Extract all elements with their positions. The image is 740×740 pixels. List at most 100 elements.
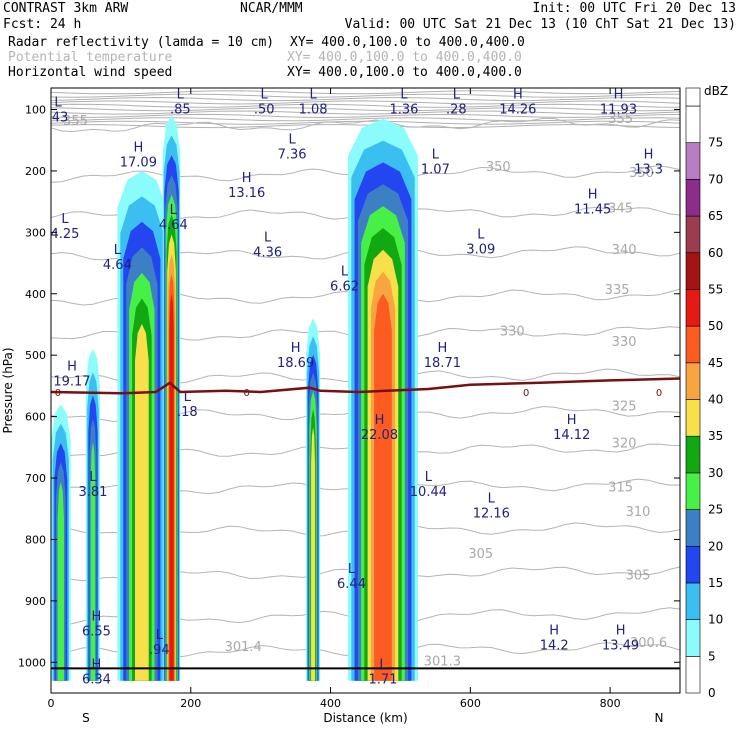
- wind-extremum-type: H: [92, 610, 102, 625]
- wind-extremum-value: 14.26: [499, 102, 536, 117]
- y-tick-label: 1000: [18, 656, 46, 669]
- wind-extremum-type: L: [488, 492, 496, 507]
- wind-extremum-type: L: [477, 227, 485, 242]
- colorbar-swatch: [685, 545, 701, 584]
- theta-label: 305: [468, 547, 493, 562]
- theta-label: 350: [486, 160, 511, 175]
- theta-contour-upper: [51, 110, 680, 115]
- theta-contour: [51, 117, 680, 133]
- x-tick-label: 200: [180, 697, 201, 710]
- wind-extremum-type: H: [588, 188, 598, 203]
- y-tick-label: 800: [25, 533, 46, 546]
- theta-contour-upper: [51, 90, 680, 95]
- wind-extremum-type: H: [92, 657, 102, 672]
- wind-extremum-value: 1.08: [299, 102, 328, 117]
- wind-extremum-value: 13.16: [228, 186, 265, 201]
- wind-extremum-value: 1.71: [368, 672, 397, 687]
- colorbar-label: 20: [708, 539, 723, 553]
- theta-label: 335: [605, 283, 630, 298]
- colorbar-label: 5: [708, 649, 716, 663]
- field2-xy: XY= 400.0,100.0 to 400.0,400.0: [287, 50, 522, 65]
- wind-extremum-type: L: [264, 231, 272, 246]
- field3-name: Horizontal wind speed: [8, 65, 173, 80]
- freezing-line-label: 0: [55, 388, 61, 399]
- wind-extremum-value: .28: [446, 102, 467, 117]
- wind-extremum-type: L: [379, 657, 387, 672]
- reflectivity-band: [311, 427, 315, 681]
- freezing-line-label: 0: [523, 388, 529, 399]
- reflectivity-band: [169, 293, 174, 681]
- theta-label: 340: [612, 243, 637, 258]
- wind-extremum-value: 18.69: [277, 356, 314, 371]
- wind-extremum-type: L: [453, 87, 461, 102]
- theta-contour-upper: [51, 100, 680, 105]
- wind-extremum-value: .43: [48, 110, 69, 125]
- colorbar-swatch: [685, 509, 701, 547]
- theta-label: 355: [608, 112, 633, 127]
- wind-extremum-value: 6.62: [330, 279, 359, 294]
- wind-extremum-value: 6.55: [82, 625, 111, 640]
- y-tick-label: 700: [25, 472, 46, 485]
- wind-extremum-value: 6.44: [337, 577, 366, 592]
- y-axis-label: Pressure (hPa): [1, 347, 15, 433]
- colorbar-label: 10: [708, 613, 723, 627]
- colorbar: dBZ 0 5 10 15 20 25 30 35 40 45 50 55 60 65 70 75: [685, 84, 728, 700]
- theta-label: 330: [612, 335, 637, 350]
- wind-extremum-value: 18.71: [424, 356, 461, 371]
- x-end-label-right: N: [655, 711, 664, 725]
- wind-extremum-value: 3.81: [78, 485, 107, 500]
- theta-label: 310: [626, 505, 651, 520]
- wind-extremum-value: 19.17: [53, 375, 90, 390]
- colorbar-swatch: [685, 215, 701, 254]
- colorbar-label: 75: [708, 136, 723, 150]
- colorbar-swatch: [685, 582, 701, 620]
- plot-area: 0 0 0 0 355 355 350 350 345 340 335 330 330 325 320 315…: [1, 87, 681, 725]
- theta-label: 325: [612, 399, 637, 414]
- wind-extremum-value: 4.25: [51, 227, 80, 242]
- colorbar-label: 15: [708, 576, 723, 590]
- wind-extremum-value: 1.36: [389, 102, 418, 117]
- theta-label: 345: [608, 202, 633, 217]
- wind-extremum-value: .18: [177, 405, 198, 420]
- theta-contour-upper: [51, 117, 680, 122]
- wind-extremum-type: H: [644, 148, 654, 163]
- wind-extremum-type: H: [549, 624, 559, 639]
- x-tick-label: 0: [48, 697, 55, 710]
- y-tick-label: 400: [25, 288, 46, 301]
- theta-label: 301.4: [225, 640, 262, 655]
- theta-label: 350: [629, 166, 654, 181]
- colorbar-label: 45: [708, 356, 723, 370]
- wind-extremum-value: 4.36: [253, 246, 282, 261]
- colorbar-swatch: [685, 179, 701, 217]
- wind-extremum-type: L: [184, 390, 192, 405]
- wind-extremum-type: H: [513, 87, 523, 102]
- colorbar-unit: dBZ: [704, 84, 728, 98]
- colorbar-swatch: [685, 362, 701, 400]
- theta-label: 305: [626, 568, 651, 583]
- wind-extremum-type: L: [341, 264, 349, 279]
- x-end-label-left: S: [82, 711, 90, 725]
- wind-extremum-type: H: [437, 341, 447, 356]
- wind-extremum-type: H: [67, 360, 77, 375]
- colorbar-swatch: [685, 435, 701, 474]
- colorbar-swatch: [685, 105, 701, 143]
- wind-extremum-value: 3.09: [466, 242, 495, 257]
- wind-extremum-type: L: [425, 470, 433, 485]
- wind-extremum-value: 13.3: [634, 163, 663, 178]
- plot-content: 0 0 0 0 355 355 350 350 345 340 335 330 330 325 320 315…: [48, 87, 680, 687]
- model-title: CONTRAST 3km ARW: [3, 1, 129, 16]
- field1-xy: XY= 400.0,100.0 to 400.0,400.0: [290, 35, 525, 50]
- wind-extremum-type: H: [133, 140, 143, 155]
- colorbar-label: 60: [708, 246, 723, 260]
- wind-extremum-type: L: [432, 148, 440, 163]
- colorbar-label: 40: [708, 393, 723, 407]
- y-tick-label: 900: [25, 595, 46, 608]
- wind-extremum-value: .50: [254, 102, 275, 117]
- x-tick-label: 800: [600, 697, 621, 710]
- init-time: Init: 00 UTC Fri 20 Dec 13: [532, 1, 737, 16]
- wind-extremum-value: 11.93: [600, 102, 637, 117]
- wind-extremum-type: L: [288, 132, 296, 147]
- theta-contour-upper: [51, 107, 680, 112]
- wind-extremum-value: 1.07: [421, 163, 450, 178]
